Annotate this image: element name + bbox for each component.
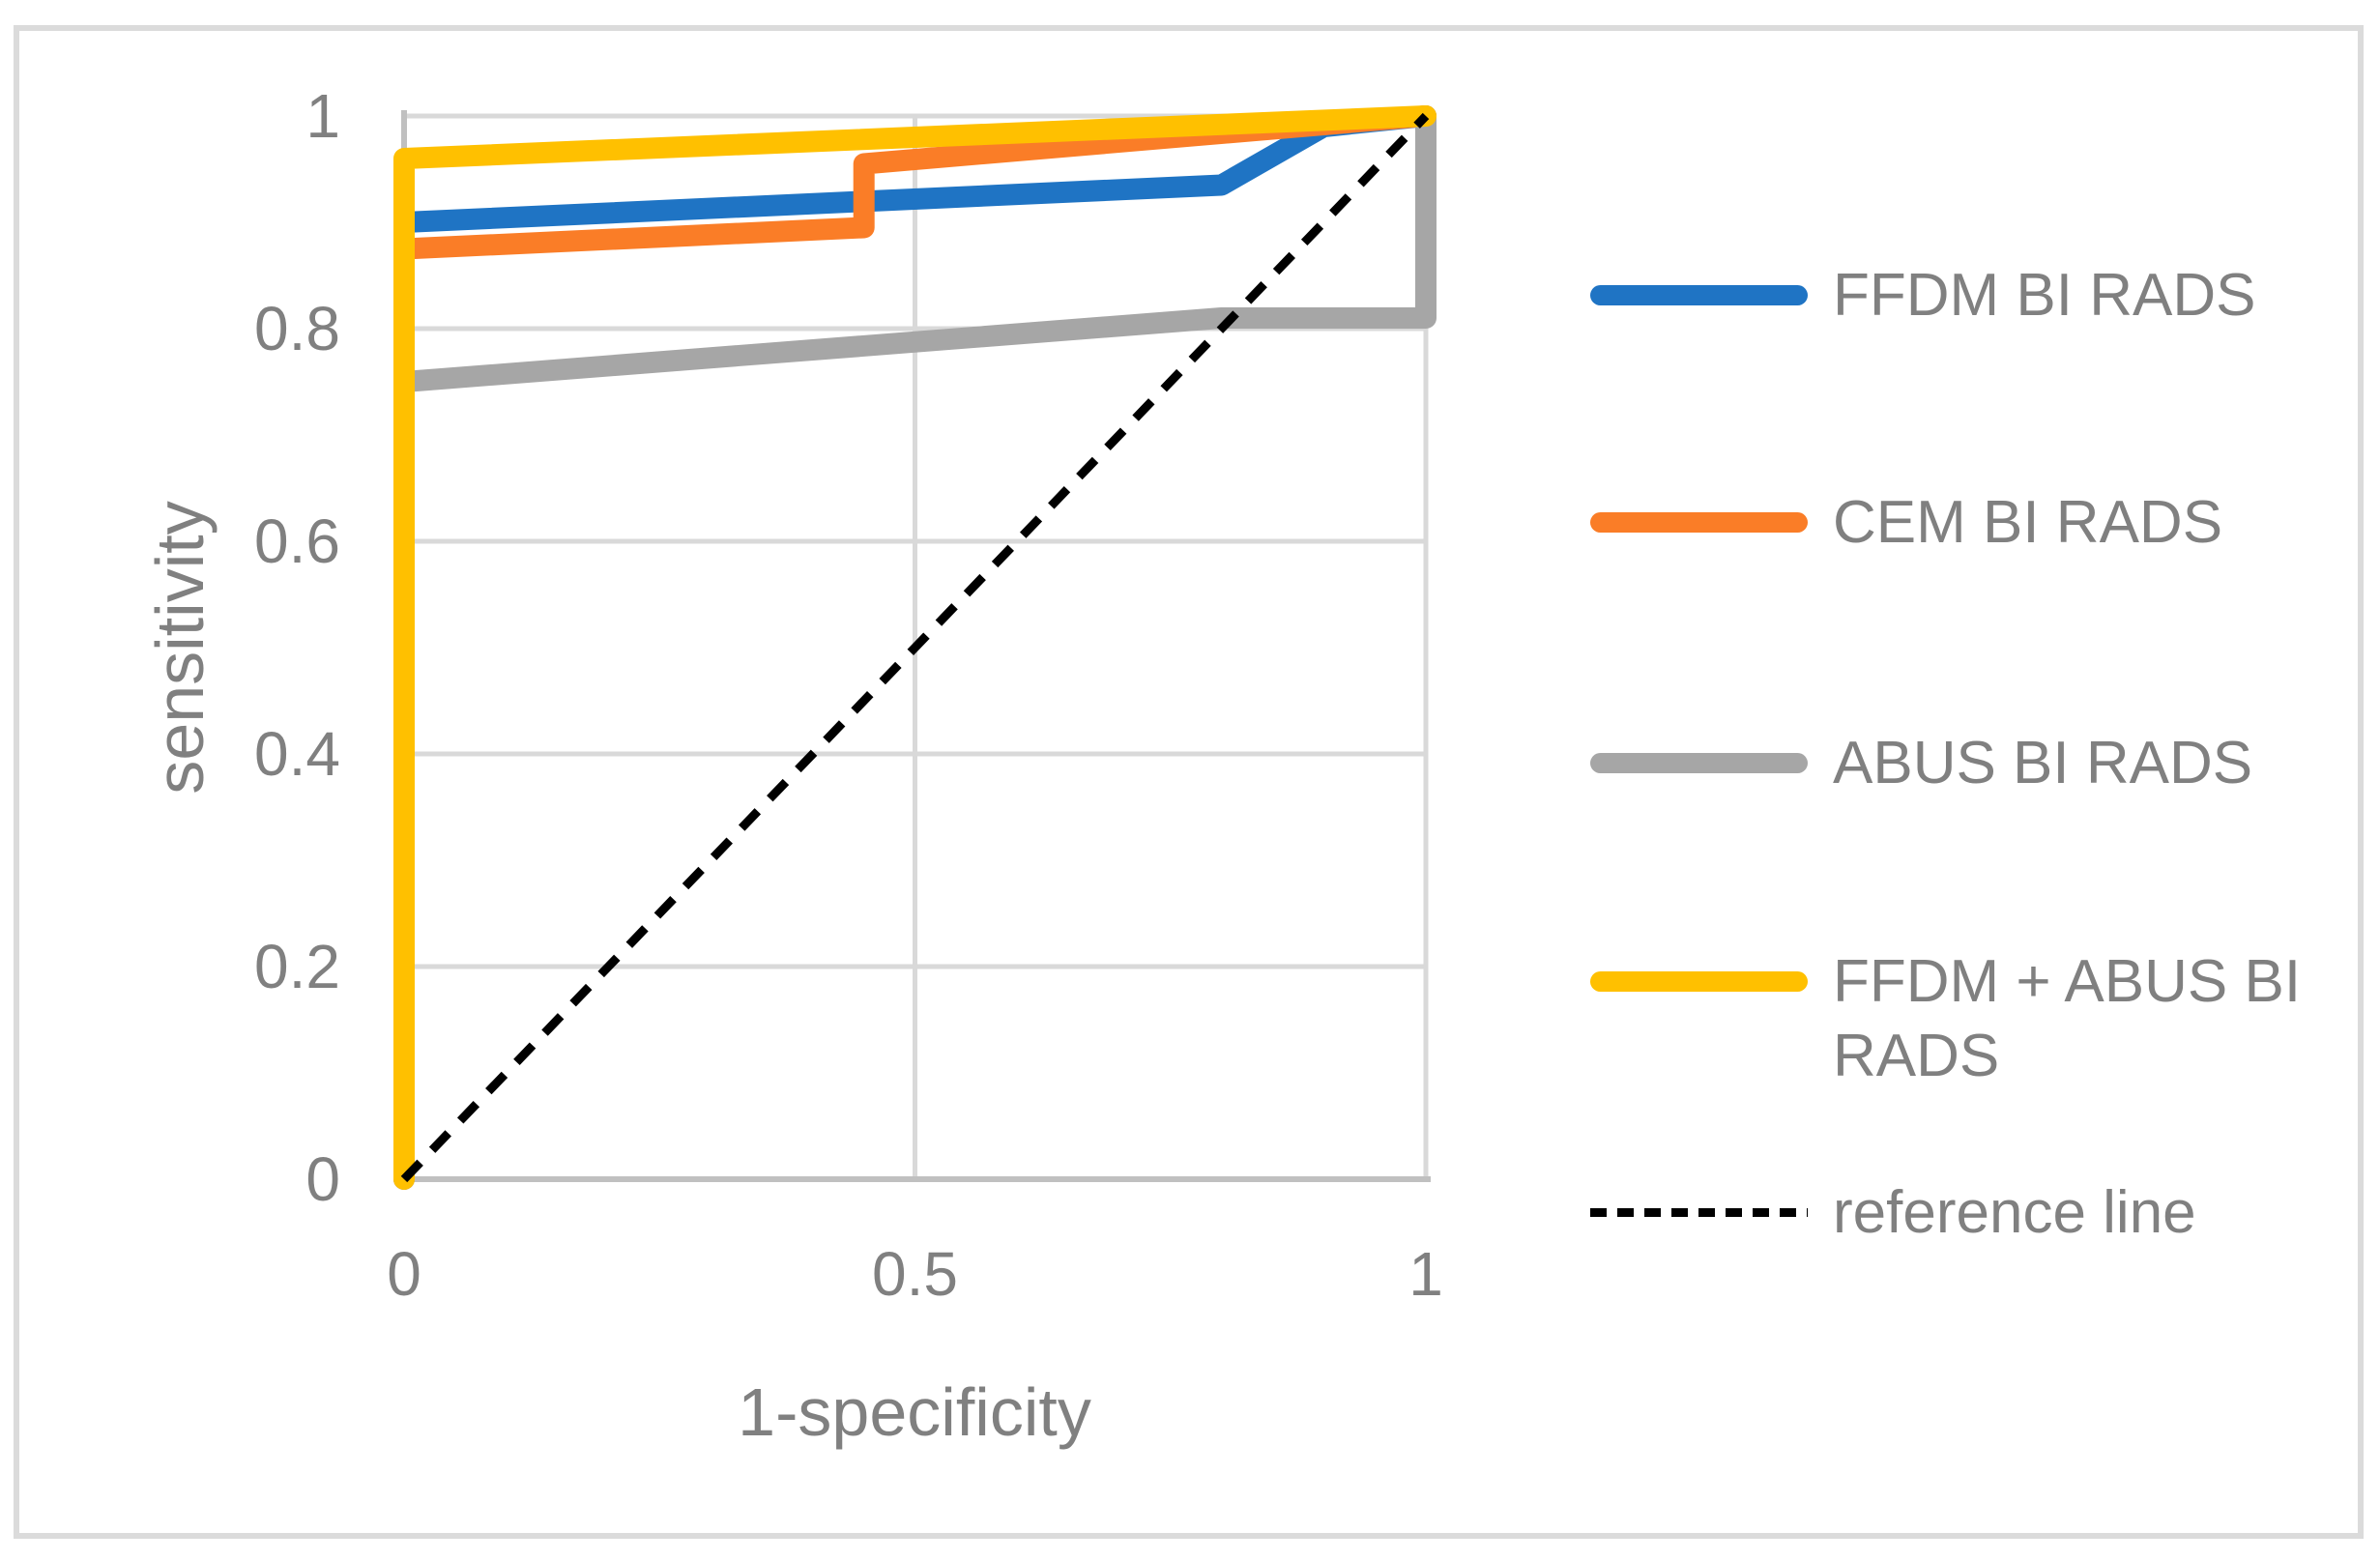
y-tick-label: 0.4 <box>254 719 340 789</box>
series-ffdm-abus-bi-rads <box>393 105 1437 1190</box>
figure-border <box>14 25 2364 1539</box>
y-tick-label: 1 <box>305 81 340 151</box>
y-axis-title: sensitivity <box>142 501 218 794</box>
x-tick-label: 1 <box>1408 1239 1443 1309</box>
y-tick-label: 0 <box>305 1144 340 1214</box>
x-tick-label: 0.5 <box>872 1239 958 1309</box>
series-reference-line <box>400 112 1430 1183</box>
x-axis-title: 1-specificity <box>738 1374 1091 1450</box>
x-tick-label: 0 <box>387 1239 421 1309</box>
y-tick-label: 0.8 <box>254 294 340 363</box>
y-tick-label: 0.6 <box>254 506 340 576</box>
y-tick-label: 0.2 <box>254 932 340 1001</box>
